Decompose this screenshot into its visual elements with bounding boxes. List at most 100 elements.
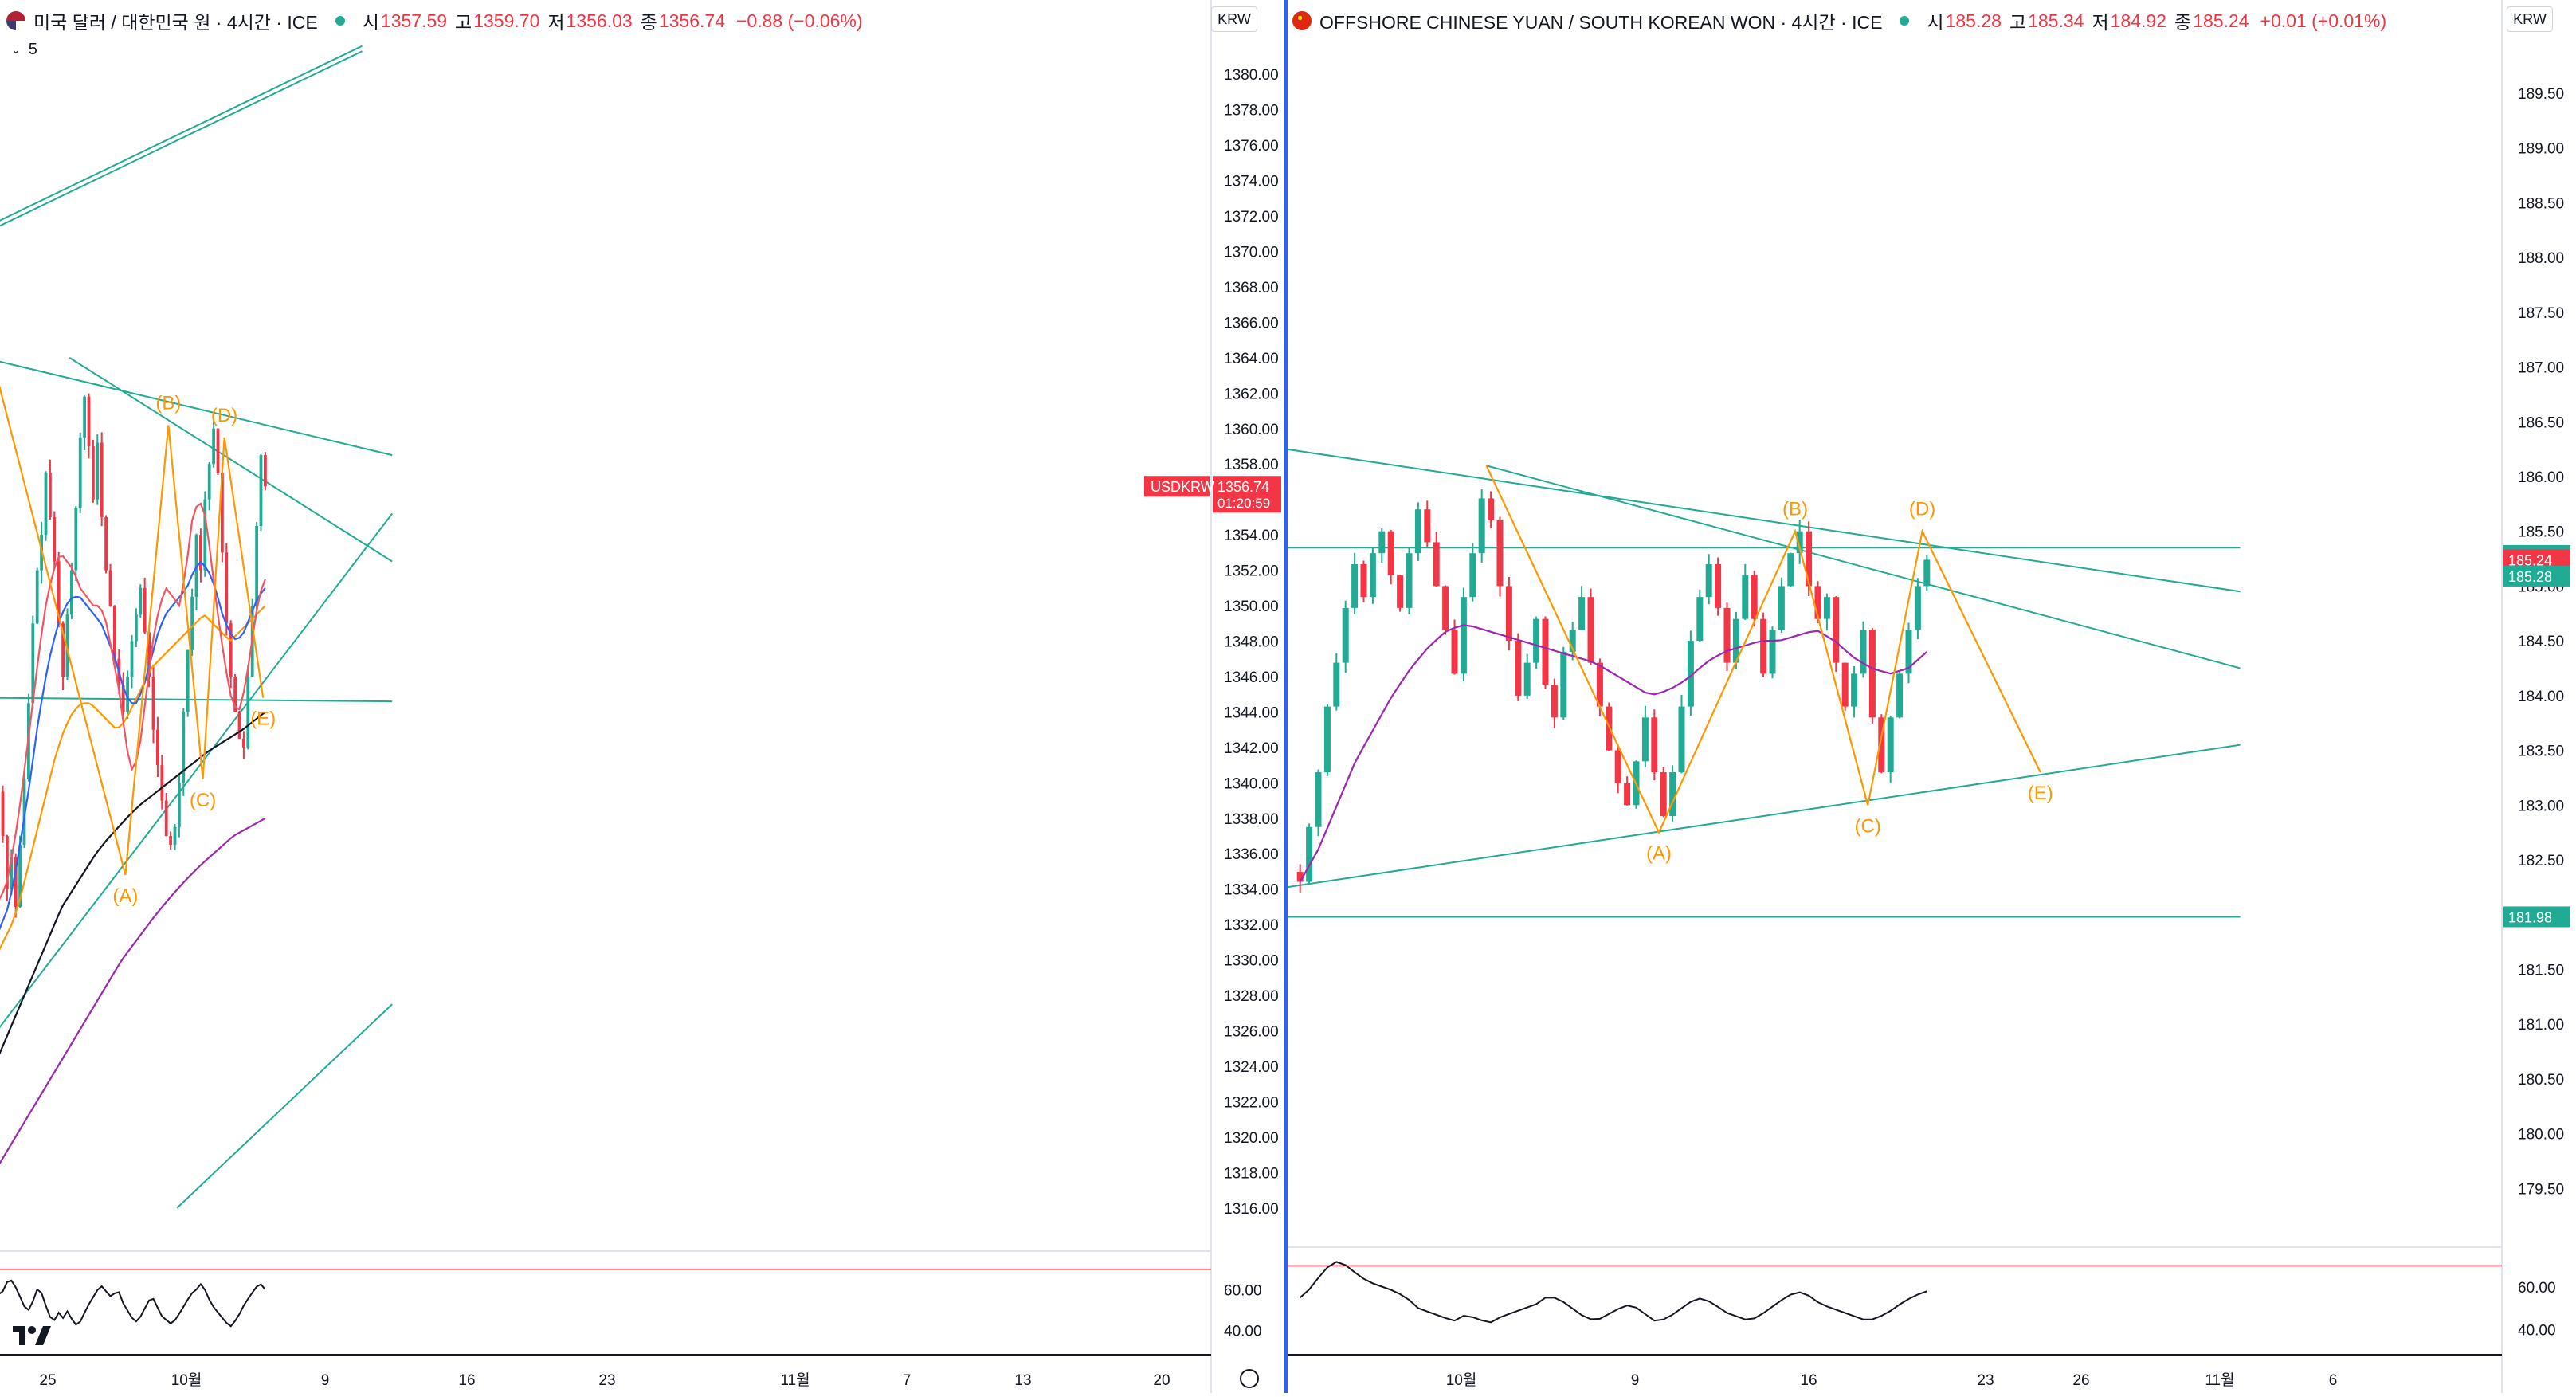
y-tick-label: 1324.00 bbox=[1224, 1059, 1279, 1076]
indicator-toggle[interactable]: ⌄ 5 bbox=[11, 38, 37, 61]
candle-body bbox=[104, 516, 108, 571]
ma-purple-line bbox=[0, 817, 266, 1165]
candle-body bbox=[1851, 673, 1858, 707]
candle-body bbox=[1868, 630, 1876, 718]
candle-body bbox=[1723, 607, 1731, 663]
low-value: 184.92 bbox=[2110, 10, 2167, 31]
y-tick-label: 187.50 bbox=[2518, 305, 2564, 322]
right-symbol-title[interactable]: OFFSHORE CHINESE YUAN / SOUTH KOREAN WON… bbox=[1319, 12, 1883, 33]
x-tick-label: 11월 bbox=[2205, 1371, 2234, 1389]
y-tick-label: 1332.00 bbox=[1224, 917, 1279, 934]
price-tag bbox=[1213, 476, 1281, 513]
candle-body bbox=[229, 623, 233, 677]
x-tick-label: 23 bbox=[1977, 1372, 1994, 1389]
candle-body bbox=[1523, 662, 1531, 696]
trendline bbox=[0, 50, 363, 227]
close-label: 종 bbox=[640, 12, 657, 33]
rsi-line bbox=[1300, 1261, 1927, 1324]
candle-body bbox=[61, 623, 65, 677]
gear-icon[interactable] bbox=[1240, 1369, 1259, 1388]
candle-body bbox=[1614, 750, 1621, 783]
high-label: 고 bbox=[455, 12, 472, 33]
open-value: 1357.59 bbox=[380, 10, 448, 31]
active-pane-divider[interactable] bbox=[1284, 0, 1288, 1393]
y-tick-label: 183.50 bbox=[2518, 744, 2564, 760]
candle-body bbox=[1469, 553, 1476, 598]
y-tick-label: 179.50 bbox=[2518, 1181, 2564, 1198]
low-value: 1356.03 bbox=[566, 10, 633, 31]
x-tick-label: 23 bbox=[598, 1372, 615, 1389]
change-value: +0.01 (+0.01%) bbox=[2260, 10, 2387, 31]
candle-body bbox=[178, 783, 181, 827]
candle-body bbox=[1488, 498, 1495, 520]
candle-body bbox=[1478, 498, 1485, 554]
left-symbol-title[interactable]: 미국 달러 / 대한민국 원 · 4시간 · ICE bbox=[33, 12, 318, 33]
candle-body bbox=[57, 561, 61, 624]
y-tick-label: 1370.00 bbox=[1224, 245, 1279, 261]
rsi-tick-label: 60.00 bbox=[1224, 1282, 1262, 1299]
y-tick-label: 1340.00 bbox=[1224, 775, 1279, 792]
open-label: 시 bbox=[362, 12, 379, 33]
wave-label: (E) bbox=[250, 708, 276, 730]
left-currency-button[interactable]: KRW bbox=[1211, 6, 1257, 32]
candle-body bbox=[216, 428, 220, 473]
y-tick-label: 1326.00 bbox=[1224, 1024, 1279, 1041]
y-tick-label: 185.50 bbox=[2518, 524, 2564, 541]
candle-body bbox=[121, 685, 125, 712]
candle-body bbox=[130, 641, 134, 677]
candle-body bbox=[35, 570, 39, 624]
candle-body bbox=[49, 473, 52, 517]
candle-body bbox=[1715, 563, 1722, 608]
x-tick-label: 13 bbox=[1014, 1372, 1031, 1389]
y-tick-label: 180.00 bbox=[2518, 1127, 2564, 1144]
candle-body bbox=[1360, 563, 1367, 598]
candle-body bbox=[78, 437, 82, 508]
y-tick-label: 1376.00 bbox=[1224, 138, 1279, 155]
candle-body bbox=[151, 676, 155, 730]
y-tick-label: 1362.00 bbox=[1224, 386, 1279, 402]
candle-body bbox=[1351, 563, 1359, 608]
tradingview-logo-icon bbox=[13, 1326, 51, 1345]
candle-body bbox=[70, 570, 73, 615]
candle-body bbox=[143, 587, 147, 633]
candle-body bbox=[237, 712, 241, 739]
candle-body bbox=[156, 729, 159, 766]
candle-body bbox=[18, 845, 22, 907]
y-tick-label: 1344.00 bbox=[1224, 704, 1279, 721]
x-tick-label: 26 bbox=[2072, 1372, 2089, 1389]
usa-flag-icon bbox=[6, 11, 25, 30]
candle-body bbox=[182, 712, 186, 783]
price-tag bbox=[2503, 565, 2570, 587]
candle-body bbox=[1732, 618, 1739, 663]
y-tick-label: 1348.00 bbox=[1224, 634, 1279, 651]
close-value: 185.24 bbox=[2193, 10, 2249, 31]
y-tick-label: 1374.00 bbox=[1224, 174, 1279, 190]
candle-body bbox=[1569, 630, 1576, 652]
candle-body bbox=[199, 535, 202, 571]
x-tick-label: 6 bbox=[2329, 1372, 2338, 1389]
candle-body bbox=[135, 614, 138, 642]
candle-body bbox=[1551, 685, 1558, 718]
rsi-tick-label: 60.00 bbox=[2518, 1280, 2556, 1297]
ma-red-line bbox=[0, 502, 266, 901]
x-tick-label: 16 bbox=[1800, 1372, 1817, 1389]
candle-body bbox=[1833, 597, 1840, 663]
candle-body bbox=[100, 442, 104, 517]
rsi-tick-label: 40.00 bbox=[2518, 1322, 2556, 1339]
candle-body bbox=[1651, 717, 1658, 773]
candle-body bbox=[1378, 531, 1386, 554]
right-currency-button[interactable]: KRW bbox=[2507, 6, 2553, 32]
y-tick-label: 1352.00 bbox=[1224, 563, 1279, 580]
candle-body bbox=[1515, 641, 1522, 696]
change-value: −0.88 (−0.06%) bbox=[735, 10, 863, 31]
candle-body bbox=[65, 614, 69, 677]
wave-label: (A) bbox=[112, 885, 138, 907]
candle-body bbox=[1496, 520, 1504, 587]
price-tag-value: 1356.74 bbox=[1217, 479, 1269, 495]
candle-body bbox=[1397, 575, 1404, 608]
y-tick-label: 181.00 bbox=[2518, 1017, 2564, 1034]
trendline bbox=[0, 512, 393, 1029]
x-tick-label: 25 bbox=[39, 1372, 56, 1389]
candle-body bbox=[6, 836, 9, 889]
